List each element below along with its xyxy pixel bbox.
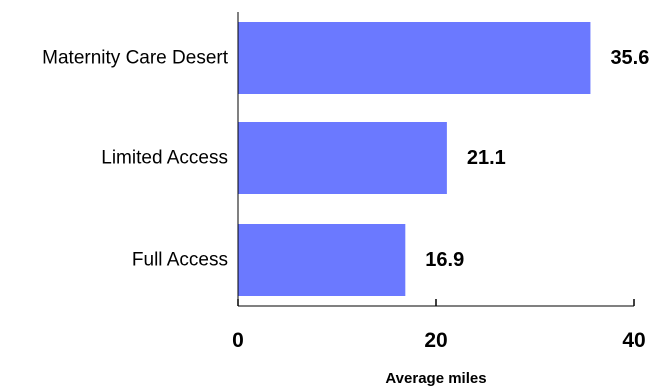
x-axis-title: Average miles: [385, 370, 486, 387]
category-label: Full Access: [132, 250, 228, 271]
x-tick-label: 40: [622, 329, 645, 352]
value-label: 21.1: [467, 147, 506, 169]
category-label: Limited Access: [101, 148, 228, 169]
x-tick-label: 0: [232, 329, 244, 352]
x-tick-label: 20: [424, 329, 447, 352]
category-label: Maternity Care Desert: [42, 48, 229, 69]
bar: [238, 122, 447, 194]
tick-marks-group: [237, 299, 635, 306]
category-labels-group: Maternity Care Desert Limited Access Full …: [42, 48, 229, 271]
bar: [238, 22, 591, 94]
bars-group: [238, 22, 591, 296]
tick-labels-group: 0 20 40: [232, 329, 646, 352]
value-label: 35.6: [610, 47, 649, 69]
value-labels-group: 35.6 21.1 16.9: [425, 47, 649, 271]
bar: [238, 224, 406, 296]
value-label: 16.9: [425, 249, 464, 271]
